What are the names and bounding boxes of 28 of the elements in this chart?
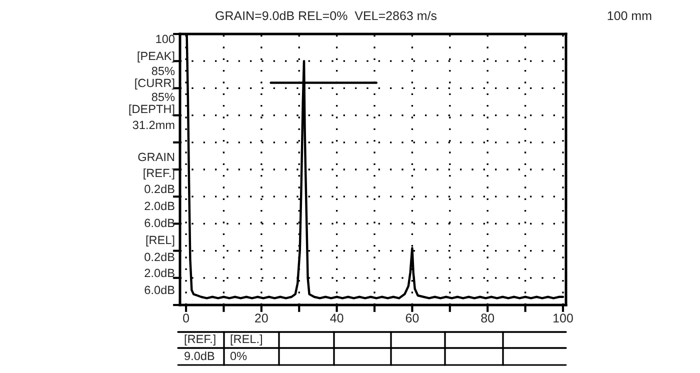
text: 0.2dB xyxy=(144,184,174,194)
text: 0% xyxy=(230,352,247,360)
text: 85% xyxy=(152,66,175,76)
text: 6.0dB xyxy=(144,218,174,228)
text: 9.0dB xyxy=(184,351,214,360)
x-tick-label: 80 xyxy=(481,314,494,323)
x-tick-label: 0 xyxy=(183,314,190,323)
text: 2.0dB xyxy=(144,201,174,210)
x-tick-label: 60 xyxy=(406,314,419,323)
text: 0.2dB xyxy=(144,252,174,262)
chart-title: GRAIN=9.0dB REL=0% VEL=2863 m/s xyxy=(216,10,437,20)
text: 85% xyxy=(152,92,175,102)
text: [REF.] xyxy=(184,334,216,346)
x-tick-label: 40 xyxy=(330,314,344,323)
text: 100 mm xyxy=(608,11,652,20)
text: [REL] xyxy=(146,235,174,247)
text: 2.0dB xyxy=(144,268,174,278)
x-tick-label: 100 xyxy=(554,314,573,323)
text: [CURR] xyxy=(135,78,174,90)
text: [REF.] xyxy=(144,168,174,180)
x-tick-label: 20 xyxy=(255,314,268,323)
text: GRAIN xyxy=(138,152,174,162)
text: 6.0dB xyxy=(144,285,174,294)
text: [DEPTH] xyxy=(129,104,174,116)
text: [PEAK] xyxy=(138,52,174,63)
text: 31.2mm xyxy=(132,120,174,130)
text: 100 xyxy=(156,34,175,44)
text: [REL.] xyxy=(230,334,262,346)
